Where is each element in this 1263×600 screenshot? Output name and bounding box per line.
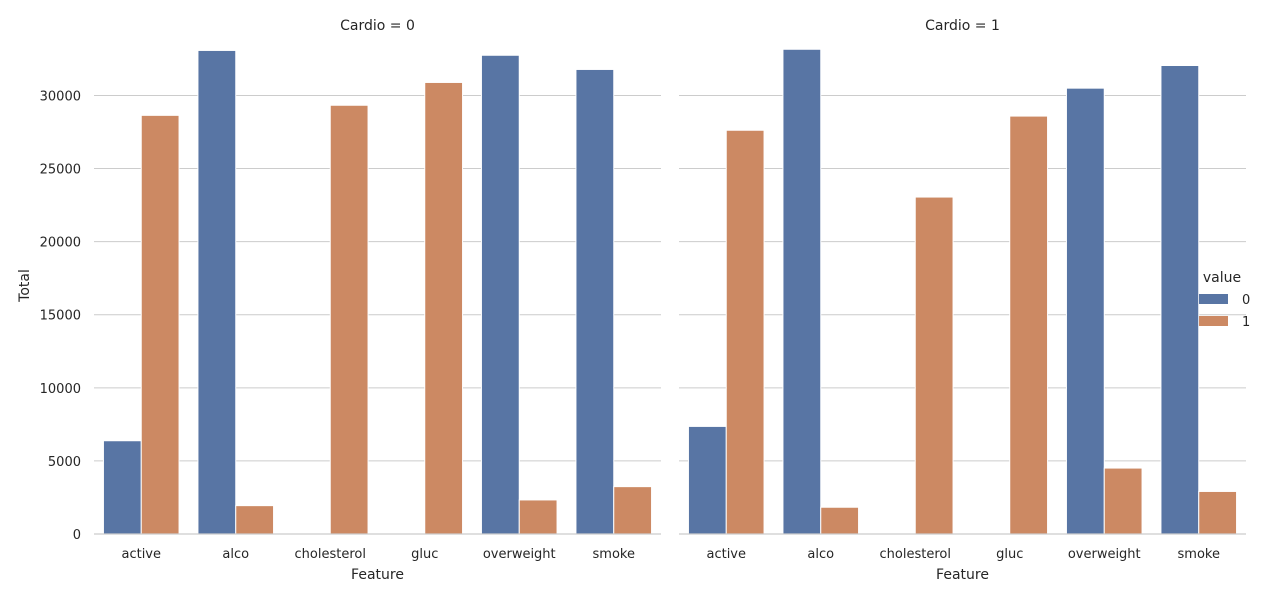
x-tick-label: gluc (411, 547, 438, 562)
x-tick-label: overweight (483, 547, 556, 562)
x-tick-label: cholesterol (295, 547, 366, 562)
x-tick-label: overweight (1068, 547, 1141, 562)
legend-swatch-1 (1199, 316, 1228, 326)
legend-label-0: 0 (1242, 293, 1250, 308)
panel-title: Cardio = 0 (340, 18, 415, 34)
legend: value 01 (1199, 270, 1250, 330)
x-tick-label: smoke (1178, 547, 1220, 562)
x-tick-label: alco (222, 547, 249, 562)
legend-label-1: 1 (1242, 315, 1250, 330)
bar-smoke-value-0 (1160, 65, 1200, 535)
bar-overweight-value-0 (1065, 87, 1105, 535)
x-tick-label: cholesterol (880, 547, 951, 562)
x-axis-label: Feature (351, 567, 404, 583)
bar-overweight-value-0 (480, 54, 520, 535)
legend-title: value (1203, 270, 1241, 286)
legend-swatch-0 (1199, 294, 1228, 304)
panel-title: Cardio = 1 (925, 18, 1000, 34)
bar-active-value-0 (687, 425, 727, 535)
bar-gluc-value-1 (1009, 115, 1049, 535)
x-tick-label: smoke (593, 547, 635, 562)
panel-1: 0 5000 10000 15000 20000 25000 30000 Total activ… (17, 18, 661, 583)
x-axis-label: Feature (936, 567, 989, 583)
y-tick-label: 20000 (40, 236, 81, 251)
panel-2: active alco cholesterol gluc overweight smoke… (679, 18, 1246, 583)
x-tick-label: active (121, 547, 161, 562)
y-tick-label: 0 (73, 528, 81, 543)
bar-alco-value-0 (197, 49, 237, 535)
y-tick-label: 15000 (40, 309, 81, 324)
y-tick-label: 30000 (40, 89, 81, 104)
bar-smoke-value-0 (575, 68, 615, 535)
panels-layer: 0 5000 10000 15000 20000 25000 30000 Total activ… (17, 18, 1246, 583)
bar-alco-value-1 (820, 506, 860, 535)
bar-overweight-value-1 (518, 499, 558, 535)
bar-smoke-value-1 (613, 486, 653, 535)
y-tick-label: 5000 (48, 455, 81, 470)
y-tick-label: 25000 (40, 163, 81, 178)
y-tick-label: 10000 (40, 382, 81, 397)
bar-cholesterol-value-1 (329, 104, 369, 535)
bar-gluc-value-1 (424, 81, 464, 535)
y-axis-label: Total (17, 269, 33, 303)
bar-cholesterol-value-1 (914, 196, 954, 535)
bar-alco-value-1 (235, 505, 275, 535)
bar-overweight-value-1 (1103, 467, 1143, 535)
bar-active-value-0 (102, 440, 142, 535)
bar-smoke-value-1 (1198, 490, 1238, 535)
bar-active-value-1 (140, 114, 180, 535)
x-tick-label: alco (807, 547, 834, 562)
x-tick-label: active (706, 547, 746, 562)
bar-active-value-1 (725, 129, 765, 535)
x-tick-label: gluc (996, 547, 1023, 562)
legend-entries: 01 (1199, 293, 1250, 330)
bar-alco-value-0 (782, 48, 822, 535)
